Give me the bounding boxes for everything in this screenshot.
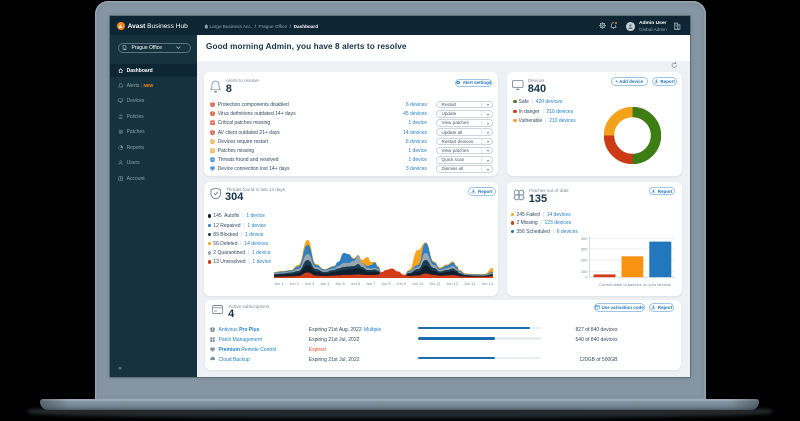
svg-text:300: 300 xyxy=(581,247,588,252)
svg-text:0: 0 xyxy=(585,275,588,280)
svg-text:100: 100 xyxy=(581,269,588,274)
svg-text:200: 200 xyxy=(581,258,588,263)
svg-text:400: 400 xyxy=(581,236,588,241)
